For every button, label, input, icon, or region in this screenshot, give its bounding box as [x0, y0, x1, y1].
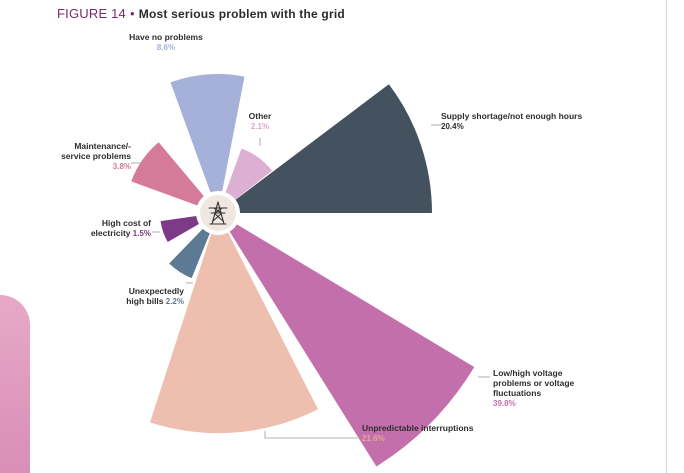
slice-value-5: 1.5%	[131, 229, 151, 238]
slice-value-2: 39.8%	[493, 399, 516, 408]
slice-5	[160, 216, 199, 243]
slice-label-7: Have no problems 8.6%	[129, 32, 203, 52]
slice-label-6: Maintenance/-service problems 3.8%	[61, 141, 131, 171]
chart-hub	[200, 195, 236, 231]
slice-value-8: 2.1%	[251, 122, 269, 131]
decorative-side-strip	[0, 295, 30, 473]
slice-8	[225, 148, 273, 200]
slice-4	[169, 228, 210, 279]
figure-title-text: Most serious problem with the grid	[138, 7, 345, 21]
chart-slices	[131, 74, 475, 467]
slice-7	[170, 74, 245, 193]
slice-1	[235, 84, 432, 214]
figure-title: FIGURE 14 • Most serious problem with the …	[57, 6, 345, 21]
slice-label-2: Low/high voltage problems or voltage fluct…	[493, 368, 575, 408]
slice-label-8: Other 2.1%	[249, 111, 272, 131]
slice-label-5: High cost of electricity 1.5%	[91, 218, 151, 238]
chart-labels: Supply shortage/not enough hours 20.4% Low…	[61, 32, 582, 443]
slice-2	[229, 224, 475, 467]
leader-line-3	[264, 431, 358, 439]
title-separator: •	[129, 6, 135, 21]
figure-number: FIGURE 14	[57, 6, 126, 21]
slice-value-3: 21.6%	[362, 434, 385, 443]
slice-3	[149, 232, 318, 434]
slice-label-4: Unexpectedly high bills 2.2%	[126, 286, 184, 306]
figure-frame	[666, 0, 667, 473]
slice-value-1: 20.4%	[441, 122, 464, 131]
slice-label-1: Supply shortage/not enough hours 20.4%	[441, 111, 582, 131]
power-pylon-icon	[208, 201, 228, 225]
slice-6	[131, 142, 204, 206]
slice-value-7: 8.6%	[157, 43, 175, 52]
slice-value-4: 2.2%	[164, 297, 184, 306]
slice-value-6: 3.8%	[113, 162, 131, 171]
slice-label-3: Unpredictable interruptions 21.6%	[362, 423, 474, 443]
chart-leader-lines	[131, 124, 490, 439]
